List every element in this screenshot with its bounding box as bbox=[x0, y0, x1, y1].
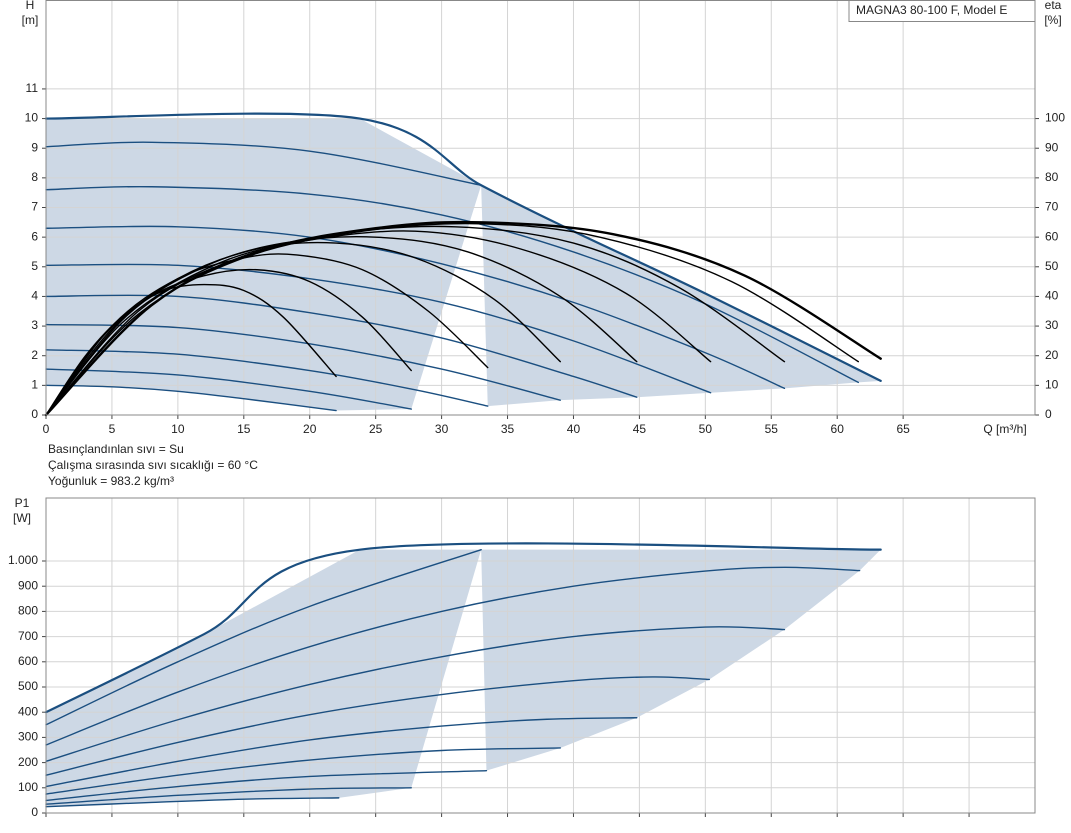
x-tick-label: 65 bbox=[896, 422, 910, 436]
plot-frame bbox=[45, 0, 1036, 416]
performance-curve bbox=[45, 797, 340, 808]
y-axis-label: P1 bbox=[15, 496, 30, 510]
y2-tick-label: 0 bbox=[1045, 407, 1052, 421]
operating-range bbox=[46, 549, 881, 807]
y2-axis-label: eta bbox=[1045, 0, 1062, 12]
y-tick-label: 800 bbox=[18, 604, 38, 618]
y-tick-label: 6 bbox=[31, 229, 38, 243]
y-tick-label: 9 bbox=[31, 140, 38, 154]
y-tick-label: 3 bbox=[31, 318, 38, 332]
performance-curve bbox=[44, 112, 882, 383]
y-axis-unit: [m] bbox=[22, 13, 39, 27]
annotation: Basınçlandınlan sıvı = Su bbox=[48, 442, 184, 456]
y-tick-label: 7 bbox=[31, 200, 38, 214]
y2-tick-label: 100 bbox=[1045, 111, 1065, 125]
x-tick-label: 5 bbox=[109, 422, 116, 436]
y2-tick-label: 40 bbox=[1045, 289, 1059, 303]
y-tick-label: 100 bbox=[18, 780, 38, 794]
y2-tick-label: 50 bbox=[1045, 259, 1059, 273]
y-tick-label: 0 bbox=[31, 805, 38, 819]
y-tick-label: 4 bbox=[31, 289, 38, 303]
y-tick-label: 2 bbox=[31, 348, 38, 362]
y-axis-unit: [W] bbox=[13, 511, 31, 525]
y-tick-label: 1 bbox=[31, 378, 38, 392]
y2-tick-label: 10 bbox=[1045, 378, 1059, 392]
y-tick-label: 700 bbox=[18, 629, 38, 643]
annotation: Çalışma sırasında sıvı sıcaklığı = 60 °C bbox=[48, 458, 258, 472]
y2-tick-label: 30 bbox=[1045, 318, 1059, 332]
y-tick-label: 300 bbox=[18, 730, 38, 744]
efficiency-curve bbox=[45, 230, 712, 416]
x-tick-label: 0 bbox=[43, 422, 50, 436]
y-tick-label: 1.000 bbox=[8, 553, 38, 567]
y-tick-label: 200 bbox=[18, 755, 38, 769]
performance-curve bbox=[45, 384, 337, 412]
y2-tick-label: 80 bbox=[1045, 170, 1059, 184]
title-box bbox=[848, 0, 1036, 22]
performance-curve bbox=[45, 626, 786, 763]
x-tick-label: 10 bbox=[171, 422, 185, 436]
efficiency-curve bbox=[45, 253, 489, 416]
y-tick-label: 900 bbox=[18, 578, 38, 592]
x-tick-label: 55 bbox=[765, 422, 779, 436]
performance-curve bbox=[45, 747, 561, 795]
performance-curve bbox=[45, 548, 482, 726]
y-tick-label: 10 bbox=[25, 111, 39, 125]
chart-title: MAGNA3 80-100 F, Model E bbox=[856, 3, 1007, 17]
performance-curve bbox=[45, 185, 859, 384]
performance-curve bbox=[45, 349, 489, 407]
x-tick-label: 20 bbox=[303, 422, 317, 436]
y-tick-label: 11 bbox=[26, 81, 39, 95]
y-tick-label: 600 bbox=[18, 654, 38, 668]
x-tick-label: 15 bbox=[237, 422, 251, 436]
y2-tick-label: 20 bbox=[1045, 348, 1059, 362]
performance-curve bbox=[45, 141, 482, 186]
x-tick-label: 30 bbox=[435, 422, 449, 436]
y-axis-label: H bbox=[26, 0, 35, 12]
performance-curve bbox=[45, 769, 488, 802]
x-tick-label: 45 bbox=[633, 422, 647, 436]
performance-curve bbox=[45, 717, 638, 788]
y-tick-label: 0 bbox=[31, 407, 38, 421]
performance-curve bbox=[45, 323, 561, 401]
efficiency-curve bbox=[44, 220, 882, 417]
x-tick-label: 25 bbox=[369, 422, 383, 436]
y2-axis-unit: [%] bbox=[1044, 13, 1061, 27]
x-tick-label: 60 bbox=[831, 422, 845, 436]
performance-curve bbox=[45, 368, 412, 410]
y2-tick-label: 90 bbox=[1045, 140, 1059, 154]
y-tick-label: 5 bbox=[31, 259, 38, 273]
x-tick-label: 40 bbox=[567, 422, 581, 436]
annotation: Yoğunluk = 983.2 kg/m³ bbox=[48, 474, 174, 488]
y2-tick-label: 60 bbox=[1045, 229, 1059, 243]
fill-layer bbox=[46, 118, 881, 807]
curve-layer bbox=[44, 112, 882, 808]
performance-curve bbox=[45, 566, 861, 746]
performance-curve bbox=[44, 542, 882, 714]
x-tick-label: 50 bbox=[699, 422, 713, 436]
performance-curve bbox=[45, 263, 712, 394]
y2-tick-label: 70 bbox=[1045, 200, 1059, 214]
y-tick-label: 8 bbox=[31, 170, 38, 184]
performance-curve bbox=[45, 225, 786, 390]
x-axis-label: Q [m³/h] bbox=[983, 422, 1026, 436]
plot-frame bbox=[45, 497, 1036, 814]
performance-curve bbox=[45, 787, 412, 805]
x-tick-label: 35 bbox=[501, 422, 515, 436]
operating-range bbox=[46, 118, 881, 411]
performance-curve bbox=[45, 676, 710, 776]
y-tick-label: 500 bbox=[18, 679, 38, 693]
y-tick-label: 400 bbox=[18, 704, 38, 718]
efficiency-curve bbox=[45, 283, 337, 416]
